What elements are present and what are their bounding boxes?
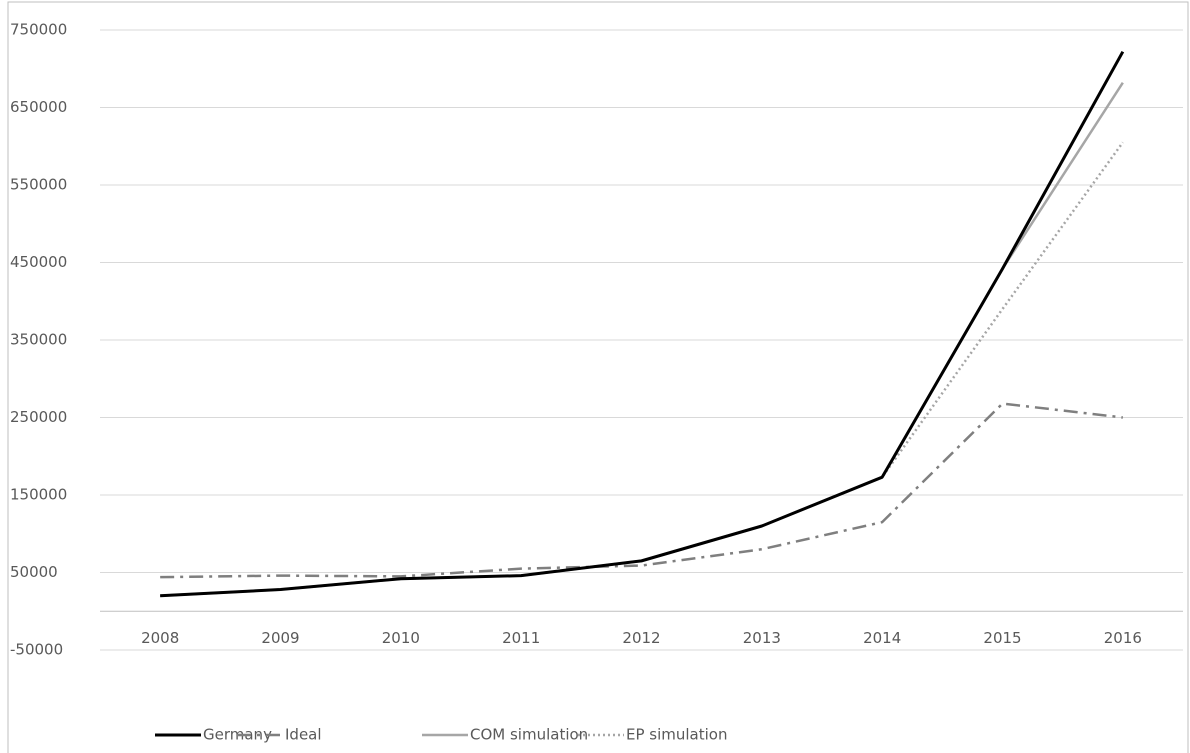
y-tick-label: 750000	[10, 21, 67, 39]
x-tick-label: 2014	[863, 629, 901, 647]
y-tick-label: 350000	[10, 331, 67, 349]
x-tick-label: 2016	[1104, 629, 1142, 647]
y-tick-label: 450000	[10, 253, 67, 271]
legend-label: Ideal	[285, 726, 322, 744]
x-tick-label: 2009	[261, 629, 299, 647]
y-tick-label: 550000	[10, 176, 67, 194]
series-line	[160, 50, 1125, 598]
chart-frame	[7, 1, 1189, 753]
legend-label: EP simulation	[626, 726, 727, 744]
x-tick-label: 2011	[502, 629, 540, 647]
x-tick-label: 2010	[382, 629, 420, 647]
x-tick-label: 2015	[983, 629, 1021, 647]
series-line	[160, 82, 1124, 597]
y-tick-label: 150000	[10, 486, 67, 504]
y-tick-label: 50000	[10, 563, 58, 581]
y-tick-label: -50000	[10, 641, 63, 659]
series-line	[160, 141, 1124, 597]
x-tick-label: 2012	[622, 629, 660, 647]
legend-label: COM simulation	[470, 726, 588, 744]
y-tick-label: 250000	[10, 408, 67, 426]
x-tick-label: 2008	[141, 629, 179, 647]
series-line	[160, 402, 1123, 579]
x-tick-label: 2013	[743, 629, 781, 647]
y-tick-label: 650000	[10, 98, 67, 116]
